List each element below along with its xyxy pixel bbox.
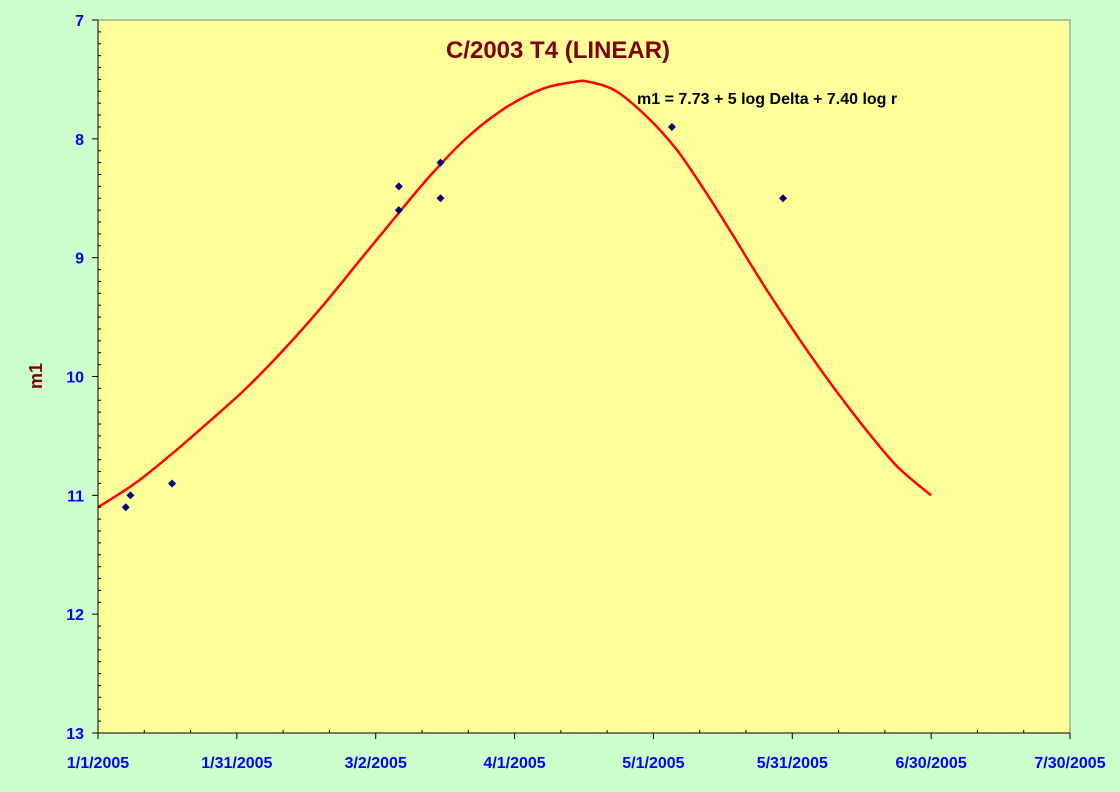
data-point [667,122,676,131]
x-tick-label: 1/31/2005 [201,755,272,772]
x-tick-label: 7/30/2005 [1034,755,1105,772]
y-tick-label: 7 [75,13,84,30]
x-tick-label: 4/1/2005 [483,755,545,772]
plot-area [97,19,1071,734]
y-tick-label: 9 [75,251,84,268]
y-tick-label: 11 [67,488,84,505]
data-point [126,491,135,500]
chart-title: C/2003 T4 (LINEAR) [446,37,670,64]
data-point [121,503,130,512]
fit-equation-annotation: m1 = 7.73 + 5 log Delta + 7.40 log r [637,91,897,108]
y-tick-label: 13 [66,726,84,743]
x-tick-label: 6/30/2005 [896,755,967,772]
y-axis-label: m1 [26,363,46,389]
y-tick-label: 10 [66,370,84,387]
x-tick-label: 1/1/2005 [67,755,129,772]
data-point [436,158,445,167]
data-point [394,182,403,191]
x-tick-label: 3/2/2005 [345,755,407,772]
x-tick-label: 5/31/2005 [757,755,828,772]
data-point [168,479,177,488]
data-point [394,206,403,215]
data-point [436,194,445,203]
x-tick-label: 5/1/2005 [622,755,684,772]
data-point [779,194,788,203]
y-tick-label: 12 [66,607,84,624]
fit-curve [97,79,932,509]
y-tick-label: 8 [75,132,84,149]
